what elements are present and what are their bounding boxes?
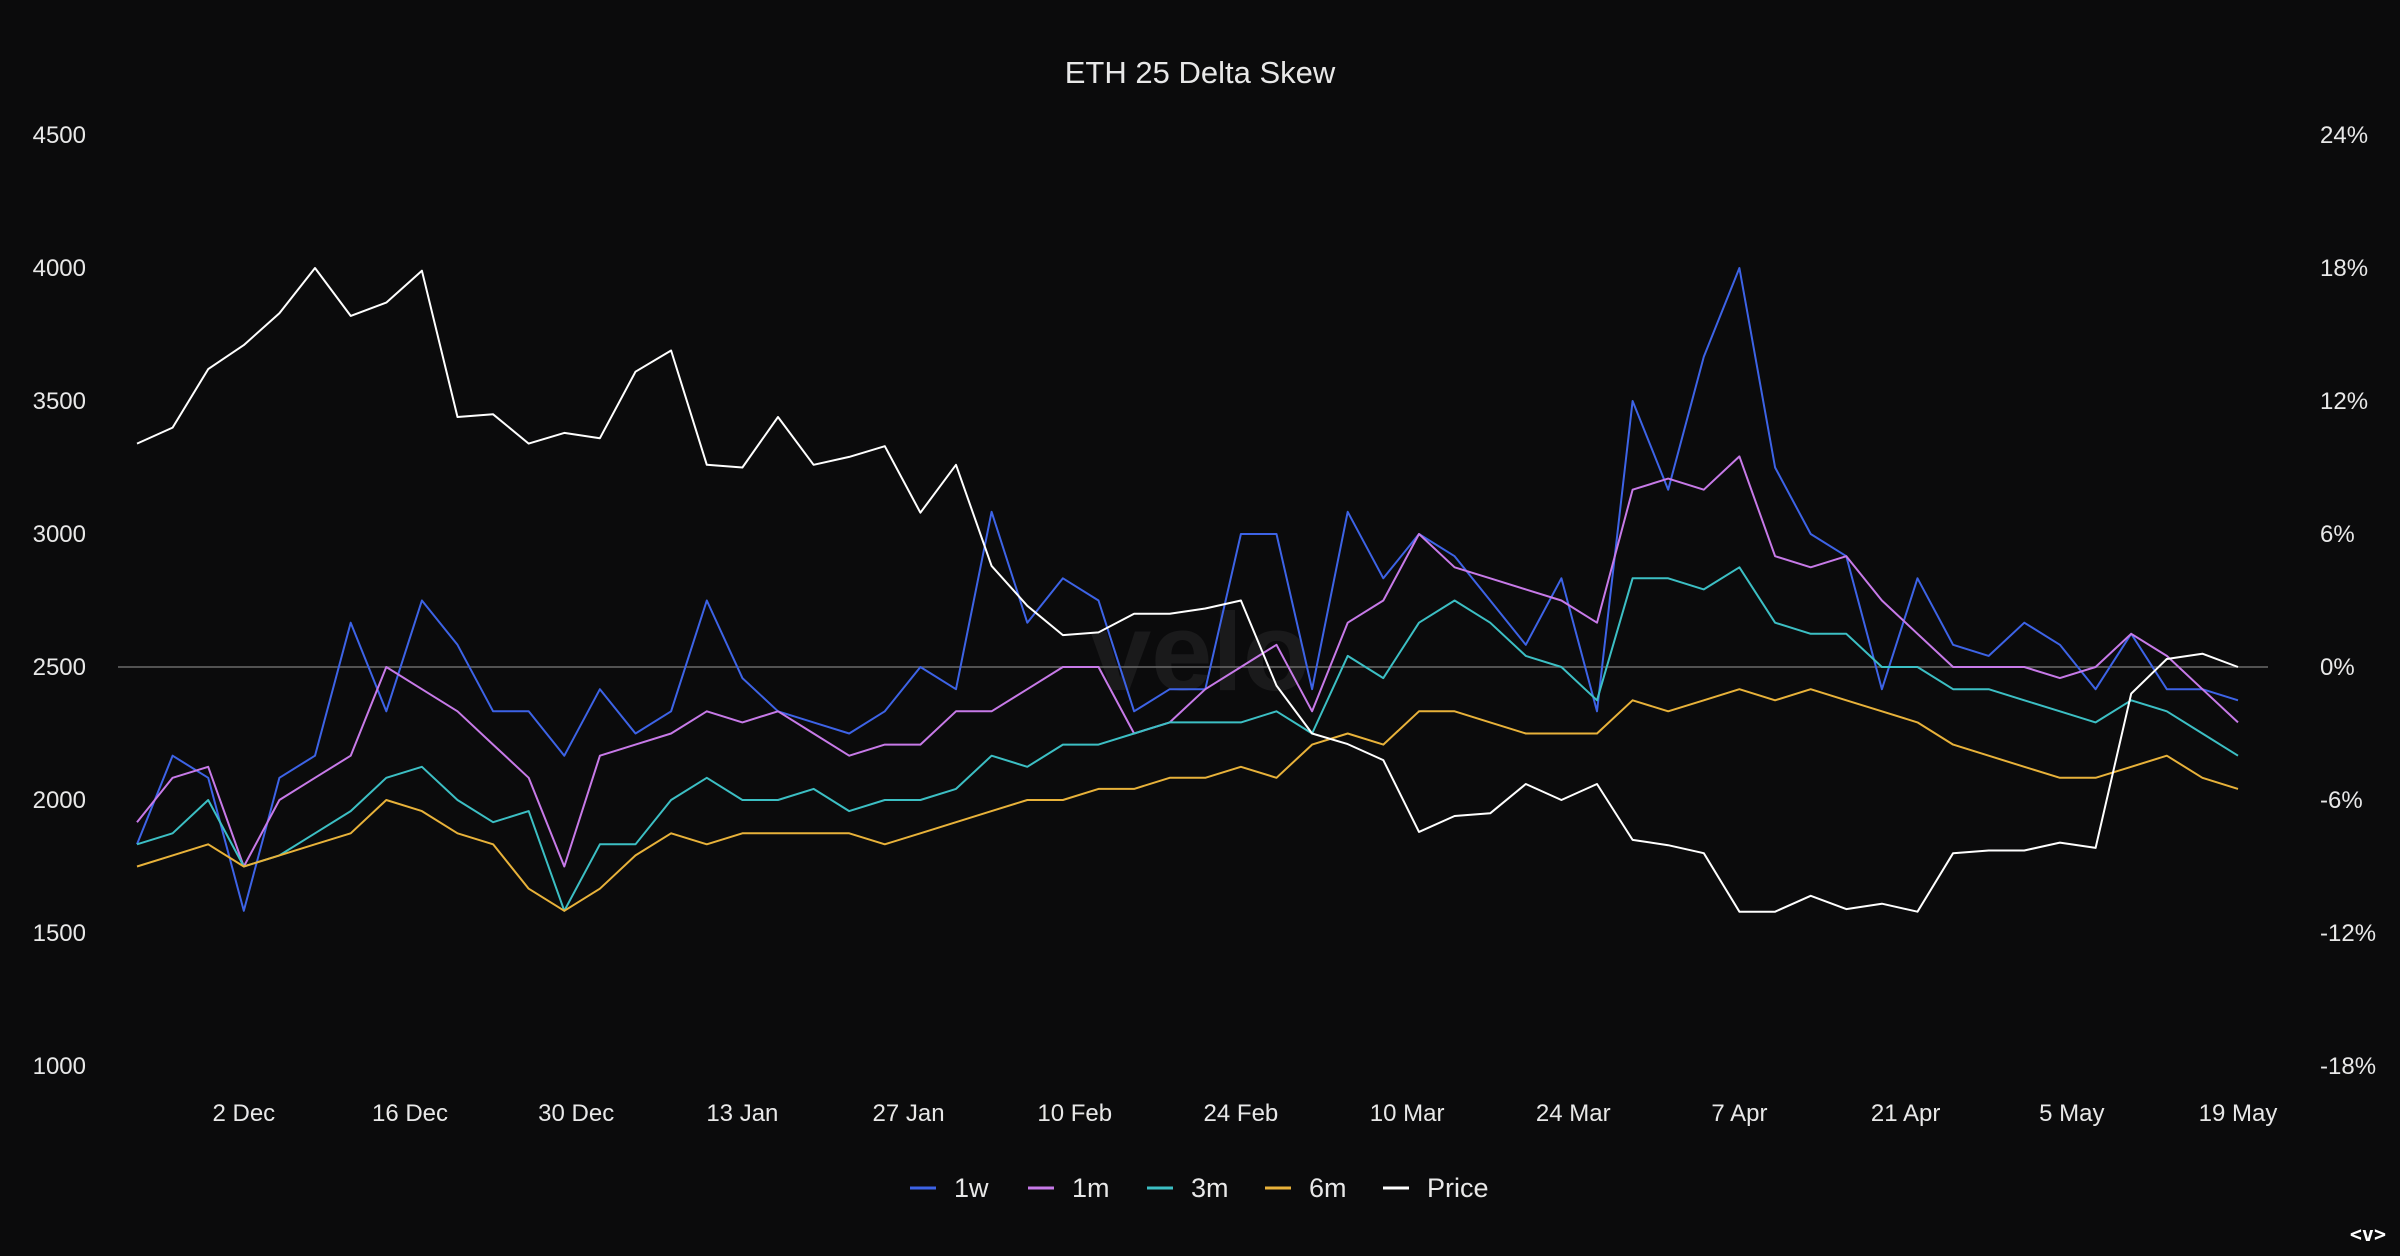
x-tick-label: 7 Apr <box>1711 1100 1767 1127</box>
legend-label: 1m <box>1072 1173 1110 1203</box>
legend-item-1m[interactable]: 1m <box>1028 1173 1110 1203</box>
series-line-1m <box>136 455 2239 868</box>
series-line-price <box>136 267 2239 913</box>
left-tick-label: 2000 <box>33 787 86 814</box>
legend: 1w 1m 3m 6m Price <box>910 1173 1489 1203</box>
right-tick-label: 18% <box>2320 255 2368 282</box>
right-tick-label: 12% <box>2320 388 2368 415</box>
x-axis: 2 Dec 16 Dec 30 Dec 13 Jan 27 Jan 10 Feb 24 Fe… <box>212 1100 2277 1127</box>
left-tick-label: 4000 <box>33 255 86 282</box>
x-tick-label: 24 Mar <box>1536 1100 1611 1127</box>
x-tick-label: 16 Dec <box>372 1100 448 1127</box>
legend-label: 1w <box>954 1173 989 1203</box>
legend-item-3m[interactable]: 3m <box>1147 1173 1229 1203</box>
legend-item-price[interactable]: Price <box>1383 1173 1489 1203</box>
left-tick-label: 2500 <box>33 654 86 681</box>
legend-label: 6m <box>1309 1173 1347 1203</box>
right-tick-label: -12% <box>2320 920 2376 947</box>
left-tick-label: 1500 <box>33 920 86 947</box>
left-tick-label: 1000 <box>33 1053 86 1080</box>
right-axis: -18% -12% -6% 0% 6% 12% 18% 24% <box>2320 122 2376 1080</box>
x-tick-label: 10 Mar <box>1370 1100 1445 1127</box>
right-tick-label: 24% <box>2320 122 2368 149</box>
right-tick-label: 6% <box>2320 521 2355 548</box>
right-tick-label: -18% <box>2320 1053 2376 1080</box>
x-tick-label: 5 May <box>2039 1100 2104 1127</box>
x-tick-label: 30 Dec <box>538 1100 614 1127</box>
left-tick-label: 3000 <box>33 521 86 548</box>
x-tick-label: 24 Feb <box>1204 1100 1279 1127</box>
left-tick-label: 4500 <box>33 122 86 149</box>
x-tick-label: 10 Feb <box>1037 1100 1112 1127</box>
right-tick-label: -6% <box>2320 787 2363 814</box>
legend-item-1w[interactable]: 1w <box>910 1173 989 1203</box>
x-tick-label: 2 Dec <box>212 1100 275 1127</box>
legend-label: Price <box>1427 1173 1489 1203</box>
left-tick-label: 3500 <box>33 388 86 415</box>
right-tick-label: 0% <box>2320 654 2355 681</box>
series-line-1w <box>136 267 2239 912</box>
x-tick-label: 27 Jan <box>873 1100 945 1127</box>
chart-title: ETH 25 Delta Skew <box>1065 55 1336 90</box>
legend-item-6m[interactable]: 6m <box>1265 1173 1347 1203</box>
x-tick-label: 13 Jan <box>706 1100 778 1127</box>
series-lines <box>136 267 2239 913</box>
x-tick-label: 21 Apr <box>1871 1100 1940 1127</box>
series-line-6m <box>136 688 2239 912</box>
legend-label: 3m <box>1191 1173 1229 1203</box>
x-tick-label: 19 May <box>2199 1100 2278 1127</box>
corner-logo: <v> <box>2349 1222 2386 1246</box>
left-axis: 1000 1500 2000 2500 3000 3500 4000 4500 <box>33 122 86 1080</box>
series-line-3m <box>136 566 2239 912</box>
